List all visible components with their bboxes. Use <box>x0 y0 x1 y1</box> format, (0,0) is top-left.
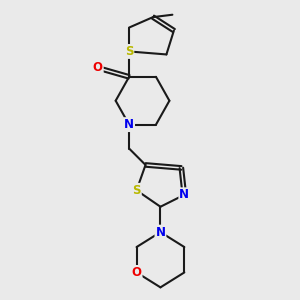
Text: N: N <box>179 188 189 201</box>
Text: N: N <box>124 118 134 131</box>
Text: S: S <box>132 184 141 197</box>
Text: N: N <box>155 226 166 238</box>
Text: S: S <box>125 45 133 58</box>
Text: O: O <box>132 266 142 279</box>
Text: O: O <box>93 61 103 74</box>
